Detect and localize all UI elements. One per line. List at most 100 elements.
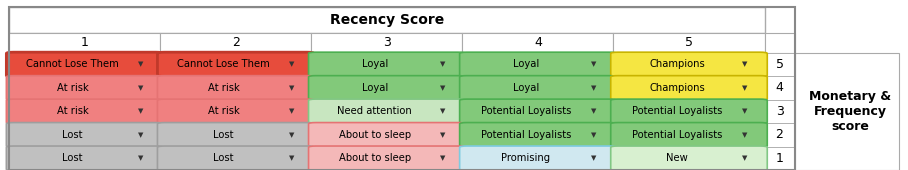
FancyBboxPatch shape — [160, 123, 311, 147]
Text: Potential Loyalists: Potential Loyalists — [480, 106, 571, 116]
FancyBboxPatch shape — [157, 76, 314, 100]
Text: ▼: ▼ — [138, 61, 143, 67]
Text: ▼: ▼ — [138, 108, 143, 114]
FancyBboxPatch shape — [9, 123, 160, 147]
Text: ▼: ▼ — [289, 85, 294, 91]
Text: ▼: ▼ — [591, 85, 597, 91]
FancyBboxPatch shape — [765, 76, 794, 100]
Text: 2: 2 — [775, 128, 784, 141]
FancyBboxPatch shape — [614, 33, 765, 53]
Text: At risk: At risk — [56, 106, 88, 116]
FancyBboxPatch shape — [9, 76, 160, 100]
Text: ▼: ▼ — [289, 155, 294, 161]
Text: Cannot Lose Them: Cannot Lose Them — [177, 59, 270, 69]
FancyBboxPatch shape — [611, 52, 767, 77]
Text: ▼: ▼ — [742, 108, 747, 114]
FancyBboxPatch shape — [611, 99, 767, 124]
FancyBboxPatch shape — [462, 123, 614, 147]
Text: ▼: ▼ — [742, 155, 747, 161]
FancyBboxPatch shape — [311, 76, 462, 100]
FancyBboxPatch shape — [160, 33, 311, 53]
FancyBboxPatch shape — [462, 147, 614, 170]
Text: 4: 4 — [775, 81, 784, 94]
Text: Potential Loyalists: Potential Loyalists — [632, 130, 722, 140]
Text: Need attention: Need attention — [338, 106, 412, 116]
FancyBboxPatch shape — [160, 76, 311, 100]
FancyBboxPatch shape — [157, 123, 314, 147]
FancyBboxPatch shape — [9, 147, 160, 170]
Text: ▼: ▼ — [591, 61, 597, 67]
Text: ▼: ▼ — [591, 108, 597, 114]
FancyBboxPatch shape — [160, 100, 311, 123]
FancyBboxPatch shape — [462, 76, 614, 100]
FancyBboxPatch shape — [309, 76, 465, 100]
Text: ▼: ▼ — [742, 85, 747, 91]
FancyBboxPatch shape — [462, 100, 614, 123]
FancyBboxPatch shape — [459, 146, 617, 170]
FancyBboxPatch shape — [311, 147, 462, 170]
FancyBboxPatch shape — [311, 123, 462, 147]
FancyBboxPatch shape — [765, 100, 794, 123]
Text: ▼: ▼ — [138, 132, 143, 138]
FancyBboxPatch shape — [157, 52, 314, 77]
Text: At risk: At risk — [208, 83, 240, 93]
Text: At risk: At risk — [56, 83, 88, 93]
FancyBboxPatch shape — [9, 100, 160, 123]
Text: ▼: ▼ — [289, 108, 294, 114]
Text: Lost: Lost — [63, 130, 83, 140]
FancyBboxPatch shape — [614, 76, 765, 100]
Text: Potential Loyalists: Potential Loyalists — [480, 130, 571, 140]
Text: Champions: Champions — [649, 83, 705, 93]
FancyBboxPatch shape — [311, 100, 462, 123]
FancyBboxPatch shape — [160, 53, 311, 76]
Text: Loyal: Loyal — [513, 59, 539, 69]
Text: Loyal: Loyal — [361, 59, 388, 69]
Text: Lost: Lost — [213, 130, 234, 140]
Text: ▼: ▼ — [440, 132, 446, 138]
FancyBboxPatch shape — [614, 100, 765, 123]
FancyBboxPatch shape — [611, 123, 767, 147]
FancyBboxPatch shape — [309, 123, 465, 147]
Text: 1: 1 — [81, 36, 89, 49]
Text: Potential Loyalists: Potential Loyalists — [632, 106, 722, 116]
Text: Cannot Lose Them: Cannot Lose Them — [26, 59, 119, 69]
FancyBboxPatch shape — [765, 33, 794, 53]
Text: 5: 5 — [685, 36, 693, 49]
FancyBboxPatch shape — [459, 52, 617, 77]
Text: About to sleep: About to sleep — [339, 130, 410, 140]
Text: At risk: At risk — [208, 106, 240, 116]
Text: ▼: ▼ — [138, 155, 143, 161]
FancyBboxPatch shape — [765, 53, 794, 76]
Text: 3: 3 — [775, 105, 784, 118]
FancyBboxPatch shape — [309, 99, 465, 124]
FancyBboxPatch shape — [459, 123, 617, 147]
Text: Loyal: Loyal — [513, 83, 539, 93]
Text: 2: 2 — [232, 36, 240, 49]
Text: ▼: ▼ — [440, 155, 446, 161]
FancyBboxPatch shape — [9, 33, 160, 53]
FancyBboxPatch shape — [157, 99, 314, 124]
FancyBboxPatch shape — [9, 7, 765, 33]
FancyBboxPatch shape — [6, 99, 163, 124]
FancyBboxPatch shape — [611, 146, 767, 170]
FancyBboxPatch shape — [614, 147, 765, 170]
FancyBboxPatch shape — [6, 52, 163, 77]
Text: ▼: ▼ — [440, 108, 446, 114]
Text: 3: 3 — [383, 36, 390, 49]
Text: 5: 5 — [775, 58, 784, 71]
FancyBboxPatch shape — [462, 33, 614, 53]
FancyBboxPatch shape — [157, 146, 314, 170]
Text: 1: 1 — [775, 152, 784, 165]
FancyBboxPatch shape — [6, 123, 163, 147]
FancyBboxPatch shape — [9, 53, 160, 76]
FancyBboxPatch shape — [459, 76, 617, 100]
Text: Champions: Champions — [649, 59, 705, 69]
FancyBboxPatch shape — [160, 147, 311, 170]
Text: 4: 4 — [534, 36, 542, 49]
FancyBboxPatch shape — [309, 146, 465, 170]
Text: About to sleep: About to sleep — [339, 153, 410, 163]
Text: Lost: Lost — [63, 153, 83, 163]
Text: ▼: ▼ — [742, 61, 747, 67]
Text: ▼: ▼ — [289, 61, 294, 67]
FancyBboxPatch shape — [311, 53, 462, 76]
